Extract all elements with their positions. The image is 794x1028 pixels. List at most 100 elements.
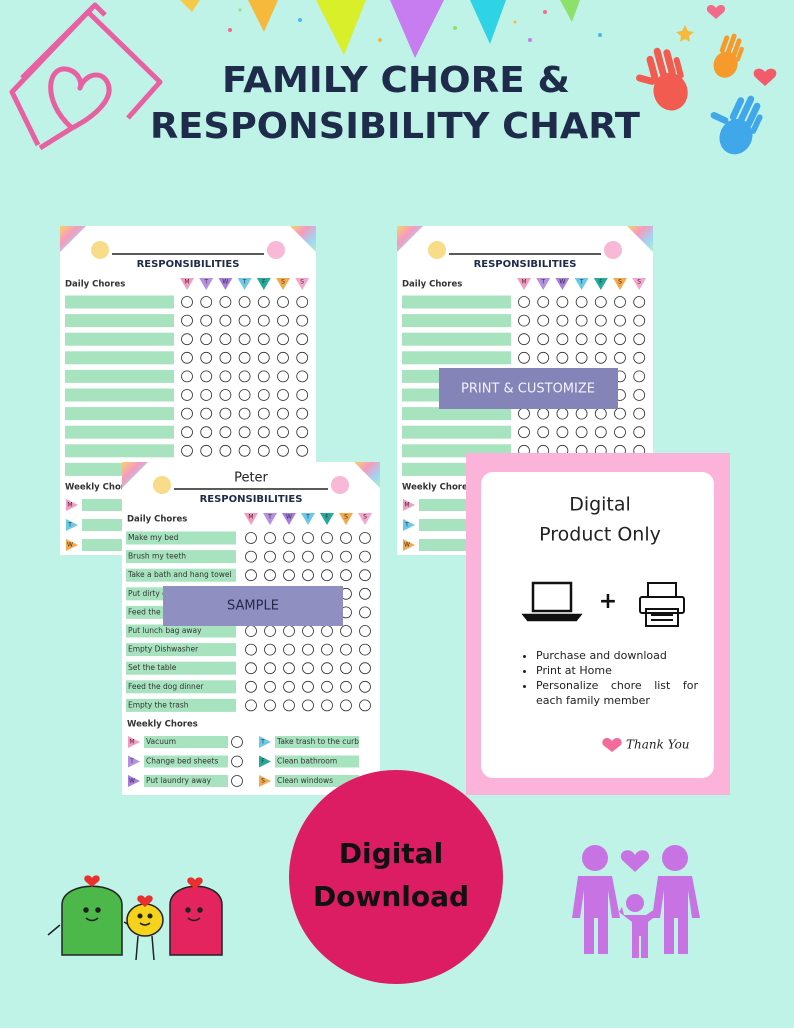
check-circle bbox=[537, 333, 550, 346]
day-flag bbox=[403, 519, 415, 531]
check-circle bbox=[283, 643, 295, 656]
title-line: RESPONSIBILITY CHART bbox=[150, 106, 640, 147]
check-circle bbox=[296, 407, 309, 420]
check-circle bbox=[296, 314, 309, 327]
chore-text: Put laundry away bbox=[146, 776, 212, 785]
hands-decoration bbox=[636, 5, 777, 155]
check-circle bbox=[321, 643, 333, 656]
overlay-box bbox=[163, 586, 343, 626]
chore-text: Clean windows bbox=[277, 776, 333, 785]
check-circle bbox=[321, 662, 333, 675]
check-circle bbox=[245, 699, 257, 712]
check-circle bbox=[340, 662, 352, 675]
check-circle bbox=[200, 314, 213, 327]
check-circle bbox=[245, 680, 257, 693]
corner-stripes bbox=[122, 462, 148, 488]
chore-text: Take a bath and hang towel bbox=[127, 570, 232, 579]
check-circle bbox=[200, 407, 213, 420]
day-flag bbox=[66, 539, 78, 551]
check-circle bbox=[277, 426, 289, 439]
day-flag bbox=[613, 278, 627, 290]
day-flag bbox=[259, 755, 271, 768]
check-circle bbox=[302, 662, 314, 675]
check-circle bbox=[277, 351, 289, 364]
day-flag bbox=[237, 278, 252, 290]
check-circle bbox=[296, 333, 309, 346]
chore-row bbox=[126, 698, 236, 712]
check-circle bbox=[200, 370, 213, 383]
day-label: S bbox=[281, 279, 285, 286]
bullet-item: Print at Home bbox=[536, 663, 698, 678]
check-circle bbox=[556, 333, 569, 346]
day-flag bbox=[282, 513, 296, 525]
check-circle bbox=[238, 426, 251, 439]
laptop-icon bbox=[521, 581, 583, 622]
day-flag bbox=[259, 736, 271, 748]
check-circle bbox=[277, 296, 289, 308]
check-circle bbox=[257, 296, 270, 308]
check-circle bbox=[302, 643, 314, 656]
check-circle bbox=[264, 699, 276, 712]
day-flag bbox=[339, 513, 353, 525]
check-circle bbox=[238, 444, 251, 457]
sun-icon bbox=[153, 476, 171, 494]
weekly-day: T bbox=[404, 522, 409, 529]
check-circle bbox=[359, 606, 371, 619]
day-label: W bbox=[559, 279, 565, 286]
check-circle bbox=[340, 680, 352, 693]
check-circle bbox=[340, 625, 352, 637]
chore-row bbox=[126, 661, 236, 675]
check-circle bbox=[633, 370, 646, 383]
overlay-text: SAMPLE bbox=[227, 599, 279, 614]
chore-row bbox=[126, 680, 236, 694]
weekly-label: Weekly Chores bbox=[402, 483, 473, 493]
check-circle bbox=[302, 532, 314, 544]
check-circle bbox=[614, 426, 626, 439]
chore-row bbox=[144, 775, 228, 787]
badge-circle bbox=[289, 770, 503, 984]
check-circle bbox=[219, 370, 232, 383]
check-circle bbox=[359, 625, 371, 637]
bullet-item: Personalize chore list for each family m… bbox=[536, 678, 698, 708]
check-circle bbox=[181, 389, 193, 401]
check-circle bbox=[340, 643, 352, 656]
day-flag bbox=[403, 499, 415, 511]
check-circle bbox=[633, 426, 646, 439]
check-circle bbox=[257, 389, 270, 401]
day-label: S bbox=[363, 514, 367, 521]
check-circle bbox=[614, 314, 626, 327]
weekly-day: W bbox=[67, 542, 73, 549]
daily-label: Daily Chores bbox=[402, 280, 462, 290]
day-flag bbox=[301, 513, 315, 525]
check-circle bbox=[238, 333, 251, 346]
check-circle bbox=[181, 296, 193, 308]
day-label: M bbox=[184, 279, 189, 286]
check-circle bbox=[633, 296, 646, 308]
check-circle bbox=[296, 426, 309, 439]
sun-icon bbox=[428, 241, 446, 259]
weekly-day: M bbox=[67, 502, 72, 509]
day-flag bbox=[320, 513, 334, 525]
check-circle bbox=[575, 351, 588, 364]
check-circle bbox=[537, 426, 550, 439]
check-circle bbox=[296, 370, 309, 383]
check-circle bbox=[200, 444, 213, 457]
day-flag bbox=[128, 736, 140, 748]
sheet-heading: RESPONSIBILITIES bbox=[137, 259, 240, 270]
day-flag bbox=[199, 278, 214, 290]
check-circle bbox=[321, 680, 333, 693]
day-flag bbox=[66, 499, 78, 511]
chore-row bbox=[126, 624, 236, 638]
chore-text: Empty Dishwasher bbox=[128, 645, 199, 654]
chore-text: Make my bed bbox=[128, 533, 179, 542]
day-flag bbox=[263, 513, 277, 525]
day-label: T bbox=[305, 514, 310, 521]
sun-icon bbox=[604, 241, 622, 259]
corner-stripes bbox=[60, 226, 86, 252]
chore-row bbox=[275, 736, 359, 748]
check-circle bbox=[231, 755, 243, 768]
chore-row bbox=[65, 332, 174, 346]
check-circle bbox=[264, 680, 276, 693]
house-icon bbox=[9, 2, 163, 151]
